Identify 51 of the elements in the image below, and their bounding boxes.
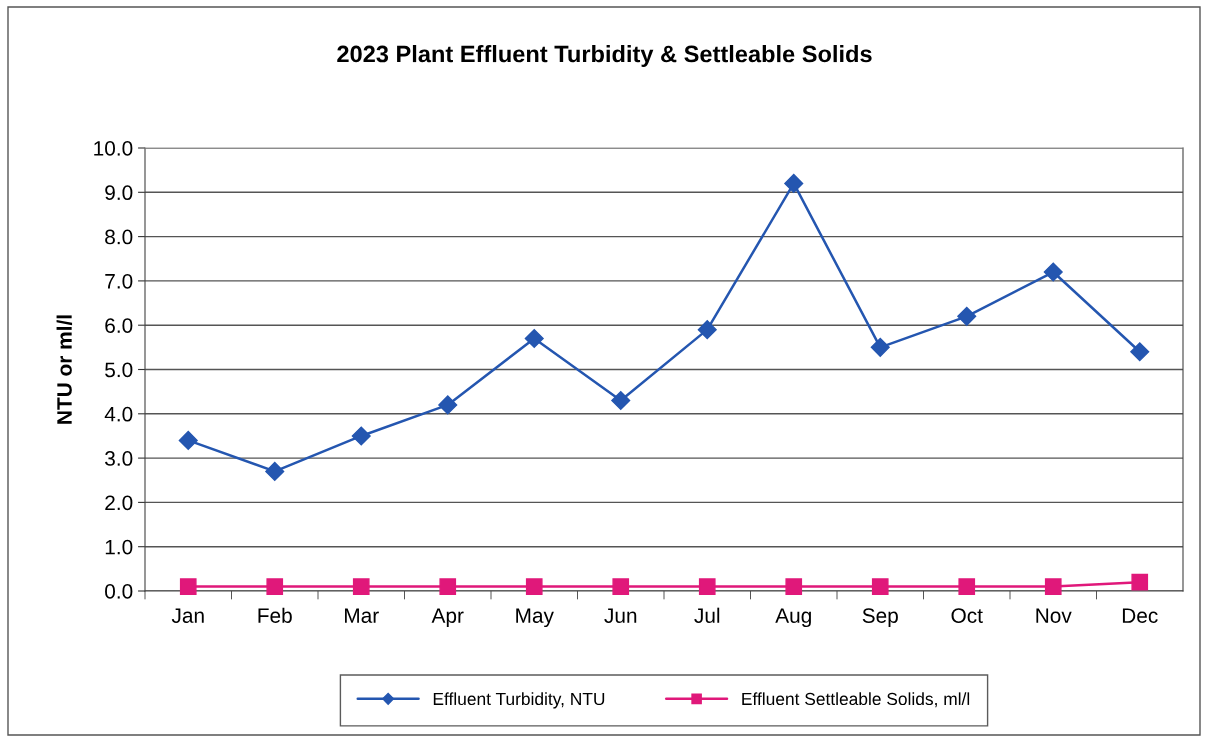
y-tick-label: 2.0 bbox=[105, 495, 133, 511]
point bbox=[266, 578, 284, 595]
point bbox=[1043, 262, 1063, 282]
x-tick-label: Mar bbox=[345, 608, 379, 623]
legend-label: Effluent Settleable Solids, ml/l bbox=[742, 692, 970, 708]
point bbox=[611, 390, 631, 411]
y-tick-label: 10.0 bbox=[94, 141, 133, 156]
x-tick-label: Dec bbox=[1122, 608, 1158, 623]
x-tick-label: Apr bbox=[431, 608, 464, 628]
point bbox=[351, 426, 371, 446]
chart-title: 2023 Plant Effluent Turbidity & Settleable Solids bbox=[337, 45, 872, 67]
point bbox=[784, 173, 804, 193]
y-tick-label: 6.0 bbox=[105, 318, 133, 333]
x-tick-label: Jul bbox=[694, 607, 720, 623]
point bbox=[958, 578, 976, 595]
point bbox=[525, 578, 543, 595]
point bbox=[439, 578, 457, 595]
x-tick-label: Sep bbox=[862, 608, 898, 628]
point bbox=[1131, 573, 1149, 591]
y-tick-label: 4.0 bbox=[104, 406, 133, 422]
y-axis-title: NTU or ml/l bbox=[56, 315, 73, 424]
point bbox=[1130, 342, 1150, 362]
y-tick-label: 7.0 bbox=[105, 273, 133, 289]
x-tick-label: Jun bbox=[604, 608, 637, 623]
point bbox=[438, 395, 458, 415]
y-tick-label: 0.0 bbox=[105, 584, 133, 599]
y-tick-label: 5.0 bbox=[105, 362, 133, 378]
point bbox=[1044, 578, 1062, 595]
point bbox=[697, 320, 717, 340]
point bbox=[612, 578, 630, 595]
point bbox=[870, 337, 890, 357]
x-tick-label: Nov bbox=[1036, 608, 1072, 623]
point bbox=[524, 328, 544, 349]
legend-label: Effluent Turbidity, NTU bbox=[433, 692, 605, 709]
point bbox=[871, 578, 889, 595]
y-tick-label: 9.0 bbox=[105, 185, 133, 201]
x-tick-label: Jan bbox=[171, 608, 204, 623]
point bbox=[265, 461, 285, 481]
point bbox=[178, 430, 198, 450]
y-tick-label: 8.0 bbox=[105, 229, 133, 245]
x-tick-label: Feb bbox=[258, 607, 292, 623]
x-tick-label: May bbox=[516, 608, 554, 628]
point bbox=[179, 578, 197, 595]
x-tick-label: Aug bbox=[775, 608, 811, 628]
y-tick-label: 1.0 bbox=[105, 539, 133, 555]
x-tick-label: Oct bbox=[951, 608, 983, 623]
point bbox=[352, 578, 370, 595]
point bbox=[698, 578, 716, 595]
point bbox=[957, 306, 977, 326]
point bbox=[785, 578, 803, 595]
y-tick-label: 3.0 bbox=[105, 451, 133, 466]
